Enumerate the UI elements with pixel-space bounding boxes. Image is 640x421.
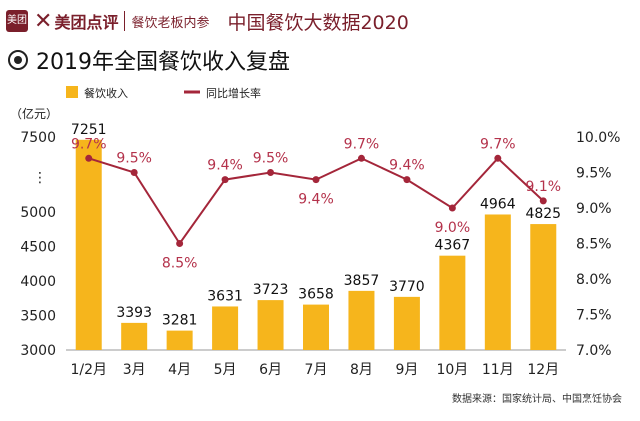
- bar-value-label: 3393: [116, 305, 152, 321]
- bar: [75, 139, 102, 350]
- header-divider: [124, 11, 126, 31]
- y-axis-break: ⋮: [33, 170, 47, 186]
- y-left-tick: 4000: [20, 274, 56, 290]
- growth-point: [357, 154, 365, 162]
- bar-value-label: 4825: [525, 206, 561, 222]
- y-left-tick: 3500: [20, 309, 56, 325]
- growth-value-label: 9.7%: [344, 136, 380, 152]
- sub-brand: 餐饮老板内参: [131, 15, 210, 31]
- bar: [121, 322, 148, 350]
- bar-value-label: 3281: [162, 313, 198, 329]
- growth-point: [403, 176, 411, 184]
- y-right-tick: 8.0%: [576, 272, 612, 288]
- brand-name: 美团点评: [54, 13, 119, 32]
- report-title: 中国餐饮大数据2020: [227, 11, 409, 34]
- chart-title: 2019年全国餐饮收入复盘: [36, 50, 290, 75]
- bar-value-label: 3770: [389, 279, 425, 295]
- growth-point: [312, 176, 320, 184]
- growth-point: [85, 154, 93, 162]
- growth-value-label: 9.4%: [298, 192, 334, 208]
- growth-value-label: 9.1%: [525, 179, 561, 195]
- bar: [439, 255, 466, 350]
- growth-point: [130, 169, 138, 176]
- target-icon: [8, 50, 28, 70]
- x-tick-label: 8月: [350, 362, 373, 378]
- y-right-tick: 9.0%: [576, 201, 612, 217]
- growth-value-label: 9.4%: [389, 158, 425, 174]
- growth-value-label: 8.5%: [162, 256, 198, 272]
- dianping-logo-icon: ✕: [34, 8, 53, 34]
- y-right-tick: 7.0%: [576, 343, 612, 359]
- legend-bar-label: 餐饮收入: [84, 86, 128, 100]
- bar: [530, 224, 557, 350]
- y-left-tick: 3000: [20, 343, 56, 359]
- bar-value-label: 3723: [253, 282, 289, 298]
- legend-bar-swatch: [66, 86, 78, 98]
- x-tick-label: 7月: [305, 362, 328, 378]
- y-right-tick: 9.5%: [576, 166, 612, 182]
- x-tick-label: 9月: [395, 362, 418, 378]
- x-tick-label: 1/2月: [70, 362, 107, 378]
- x-tick-label: 4月: [168, 362, 191, 378]
- bar: [348, 290, 375, 350]
- growth-value-label: 9.7%: [71, 136, 107, 152]
- x-tick-label: 10月: [436, 362, 468, 378]
- bar-value-label: 3658: [298, 287, 334, 303]
- legend-line-label: 同比增长率: [206, 86, 261, 100]
- bar-value-label: 3857: [344, 273, 380, 289]
- brand-header: 美团 ✕ 美团点评 餐饮老板内参 中国餐饮大数据2020: [6, 6, 409, 36]
- bar: [257, 300, 284, 350]
- bar-value-label: 4367: [435, 238, 471, 254]
- bar: [393, 296, 420, 350]
- bar: [484, 214, 511, 350]
- bar: [303, 304, 329, 350]
- growth-value-label: 9.7%: [480, 136, 516, 152]
- bar-value-label: 3631: [207, 288, 243, 304]
- chart-title-row: 2019年全国餐饮收入复盘: [8, 44, 290, 76]
- y-left-tick: 5000: [20, 205, 56, 221]
- x-tick-label: 6月: [259, 362, 282, 378]
- y-right-tick: 8.5%: [576, 237, 612, 253]
- bar: [212, 306, 239, 350]
- bar-value-label: 4964: [480, 196, 516, 212]
- growth-point: [448, 204, 456, 212]
- growth-value-label: 9.5%: [253, 151, 289, 167]
- y-right-tick: 10.0%: [576, 130, 620, 146]
- x-tick-label: 5月: [214, 362, 237, 378]
- growth-point: [539, 197, 547, 205]
- meituan-logo-icon: 美团: [6, 10, 28, 32]
- y-right-tick: 7.5%: [576, 308, 612, 324]
- growth-point: [494, 154, 502, 162]
- y-axis-label: （亿元）: [10, 106, 58, 121]
- x-tick-label: 11月: [482, 362, 514, 378]
- growth-value-label: 9.0%: [435, 220, 471, 236]
- bar-value-label: 7251: [71, 122, 107, 138]
- x-tick-label: 3月: [123, 362, 146, 378]
- y-left-tick: 7500: [20, 130, 56, 146]
- growth-value-label: 9.4%: [207, 158, 243, 174]
- growth-point: [221, 176, 229, 184]
- growth-point: [176, 240, 184, 247]
- bar: [166, 330, 193, 350]
- growth-value-label: 9.5%: [116, 151, 152, 167]
- source-note: 数据来源：国家统计局、中国烹饪协会: [452, 392, 622, 405]
- growth-point: [267, 169, 275, 176]
- x-tick-label: 12月: [527, 362, 559, 378]
- y-left-tick: 4500: [20, 240, 56, 256]
